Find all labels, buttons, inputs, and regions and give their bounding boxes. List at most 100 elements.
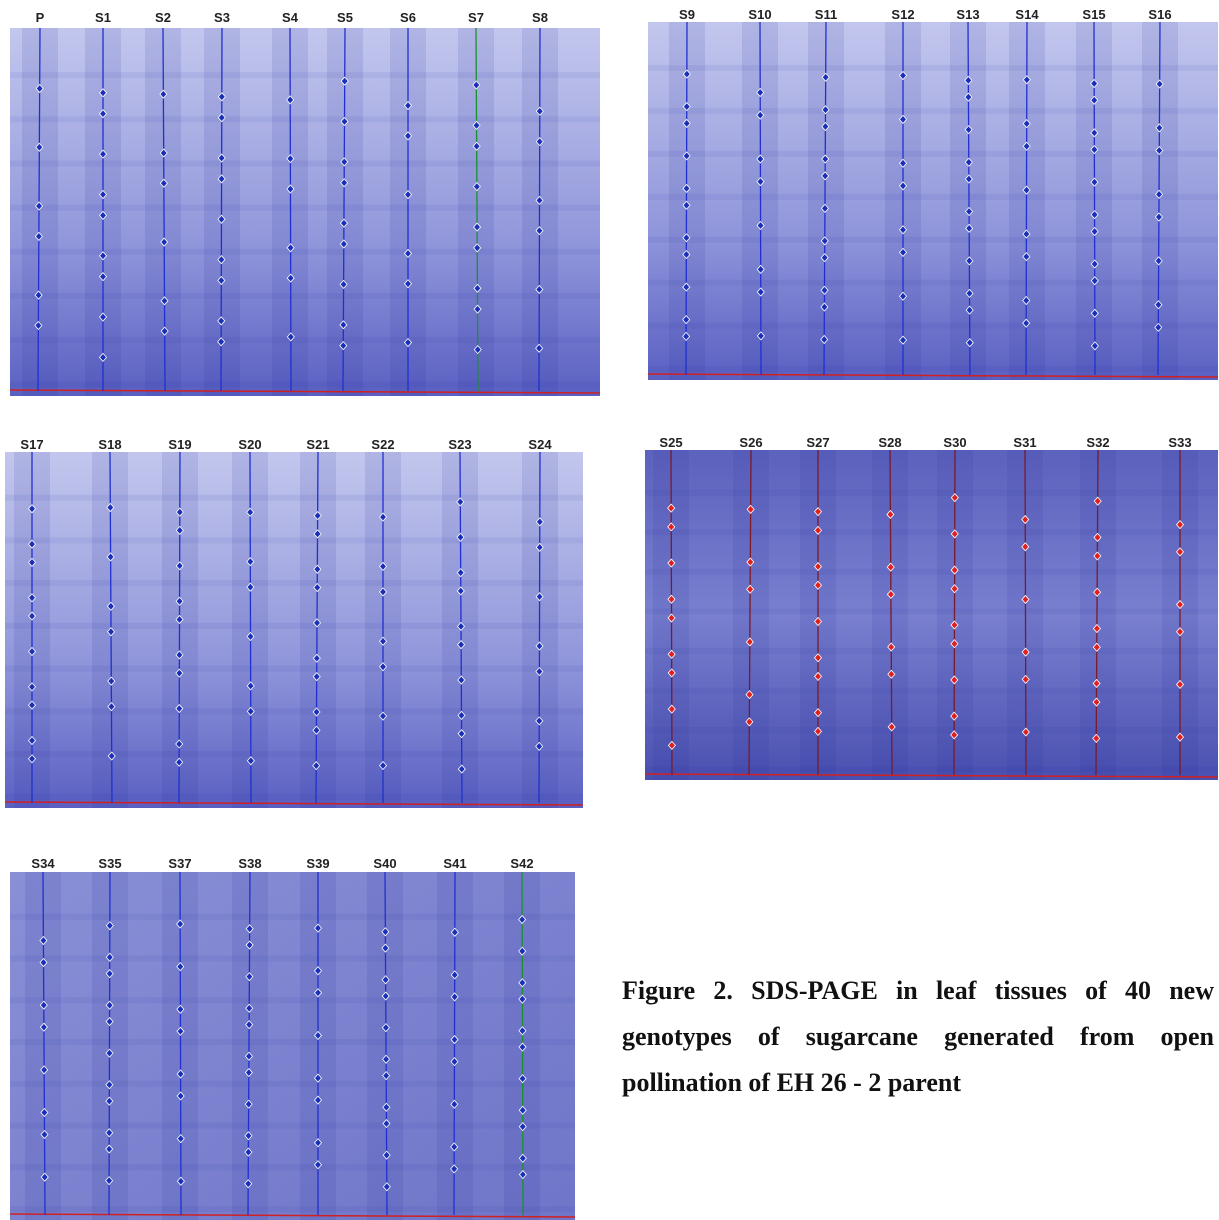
band-marker [886,562,895,572]
band-marker [1175,627,1185,637]
band-marker [107,751,116,761]
band-marker [217,316,226,326]
band-marker [105,1048,114,1058]
band-marker [667,522,676,532]
band-marker [887,722,896,732]
band-marker [245,972,254,982]
band-marker [965,288,974,298]
band-marker [1175,520,1185,530]
band-marker [27,611,37,621]
band-marker [820,285,829,295]
band-marker [246,631,255,642]
gel-image [10,28,600,396]
band-marker [457,640,466,650]
band-marker [682,282,691,292]
band-marker [473,243,482,253]
lane-label: S27 [806,435,829,450]
gel-band [10,1080,575,1087]
lane-label: S33 [1168,435,1191,450]
band-marker [746,584,755,594]
band-marker [1090,210,1099,220]
lane-label: S32 [1086,435,1109,450]
band-marker [450,970,459,980]
band-marker [27,539,37,549]
band-marker [821,105,830,115]
band-marker [339,279,348,290]
band-marker [1022,229,1031,239]
band-marker [1090,78,1099,89]
band-marker [105,1000,114,1010]
lane-label: S3 [214,10,230,25]
band-marker [1093,551,1102,561]
band-marker [339,239,348,249]
band-marker [813,616,823,627]
band-marker [950,675,959,685]
band-marker [107,701,116,712]
band-marker [176,1069,185,1079]
band-marker [176,1091,185,1101]
band-marker [244,1099,253,1109]
band-marker [950,584,959,594]
gel-image [645,450,1218,780]
band-marker [756,264,765,275]
band-marker [950,529,959,539]
gel-band [10,955,575,962]
band-marker [246,681,255,691]
band-marker [1175,732,1185,742]
gel-front-line [9,389,601,394]
gel-band [645,648,1218,654]
band-marker [340,178,349,188]
lane-label: S15 [1082,7,1105,22]
lane-label: S12 [891,7,914,22]
band-marker [98,109,108,119]
band-marker [886,589,895,599]
band-marker [313,923,323,933]
band-marker [456,568,465,578]
band-marker [217,275,226,286]
band-marker [286,243,295,253]
band-marker [898,291,908,301]
band-marker [159,178,168,188]
band-marker [382,1102,391,1112]
band-marker [472,120,481,131]
lane-label: S13 [956,7,979,22]
gel-band [648,150,1218,157]
band-marker [286,154,295,164]
band-marker [820,334,829,345]
band-marker [245,940,254,950]
gel-band [645,766,1218,773]
lane-track [42,871,46,1216]
band-marker [312,653,321,663]
lane-label: S14 [1015,7,1039,22]
band-marker [813,507,823,517]
band-marker [535,741,544,752]
band-marker [39,1022,48,1032]
band-marker [378,760,388,771]
lane-track [759,21,762,376]
band-marker [105,952,114,962]
lane-label: S31 [1013,435,1036,450]
band-marker [898,70,908,81]
band-marker [950,730,959,740]
band-marker [682,314,691,325]
lane-track [342,27,346,392]
band-marker [159,148,168,158]
band-marker [821,121,830,132]
band-marker [176,919,185,929]
band-marker [820,236,829,246]
band-marker [27,557,37,568]
band-marker [313,1073,323,1083]
band-marker [313,1030,323,1041]
band-marker [1093,587,1102,597]
band-marker [403,190,413,200]
band-marker [1090,128,1099,138]
band-marker [950,711,959,721]
band-marker [175,507,184,517]
band-marker [34,290,43,300]
band-marker [246,706,255,716]
band-marker [313,988,323,998]
band-marker [34,231,43,241]
band-marker [887,669,896,679]
band-marker [217,255,226,265]
band-marker [965,206,974,217]
